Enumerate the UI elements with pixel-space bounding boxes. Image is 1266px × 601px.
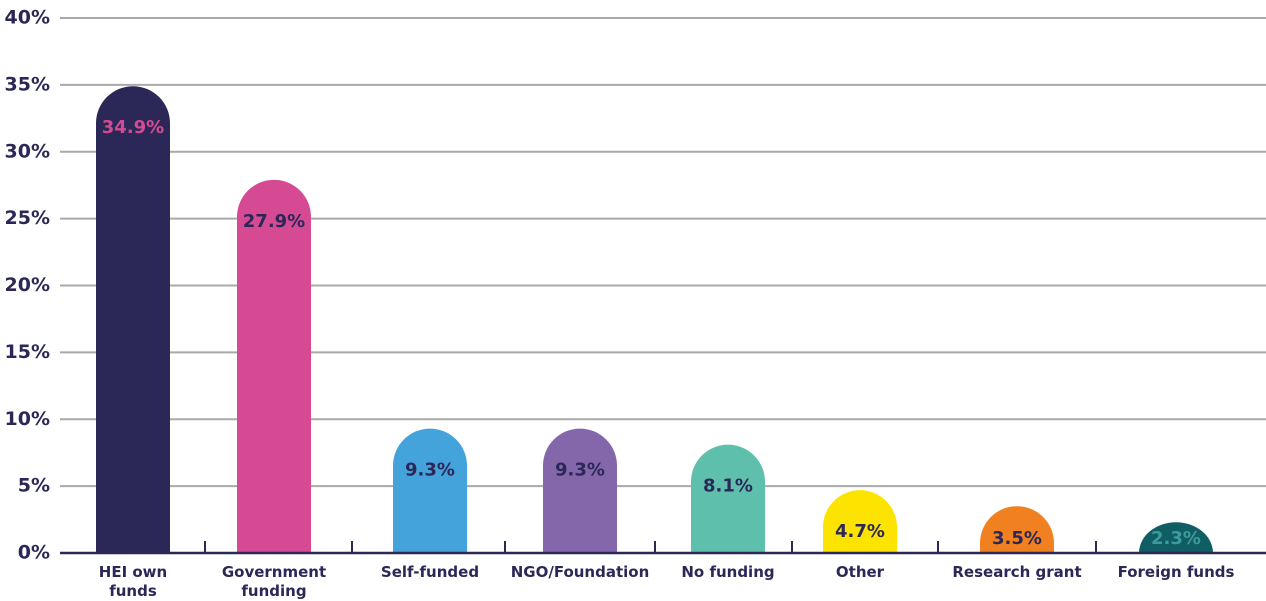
y-tick-label: 5% (18, 475, 50, 497)
bar (237, 179, 311, 553)
x-tick-label: Government funding (221, 563, 327, 600)
value-label: 3.5% (992, 528, 1042, 549)
bar (823, 490, 898, 553)
x-tick-label: Other (835, 563, 885, 581)
y-tick-label: 20% (5, 274, 50, 296)
y-tick-label: 25% (5, 207, 50, 229)
value-label: 2.3% (1151, 528, 1201, 549)
x-tick-label: No funding (681, 563, 775, 581)
bar (96, 86, 170, 554)
value-label: 4.7% (835, 521, 885, 542)
value-label: 34.9% (102, 117, 164, 138)
bar (691, 444, 765, 553)
y-tick-label: 35% (5, 73, 50, 95)
bar (980, 506, 1054, 553)
x-tick-label: HEI own funds (98, 563, 168, 600)
y-tick-label: 15% (5, 341, 50, 363)
value-label: 9.3% (405, 460, 455, 481)
bar (393, 428, 467, 553)
bar (543, 428, 617, 553)
value-label: 9.3% (555, 460, 605, 481)
x-tick-label: Self-funded (380, 563, 480, 581)
y-tick-label: 30% (5, 140, 50, 162)
bar (1139, 522, 1213, 553)
y-tick-label: 0% (18, 542, 50, 564)
x-tick-label: Foreign funds (1117, 563, 1235, 581)
x-tick-label: Research grant (952, 563, 1082, 581)
x-tick-label: NGO/Foundation (510, 563, 650, 581)
value-label: 27.9% (243, 211, 305, 232)
y-tick-label: 40% (5, 7, 50, 29)
value-label: 8.1% (703, 476, 753, 497)
y-tick-label: 10% (5, 408, 50, 430)
